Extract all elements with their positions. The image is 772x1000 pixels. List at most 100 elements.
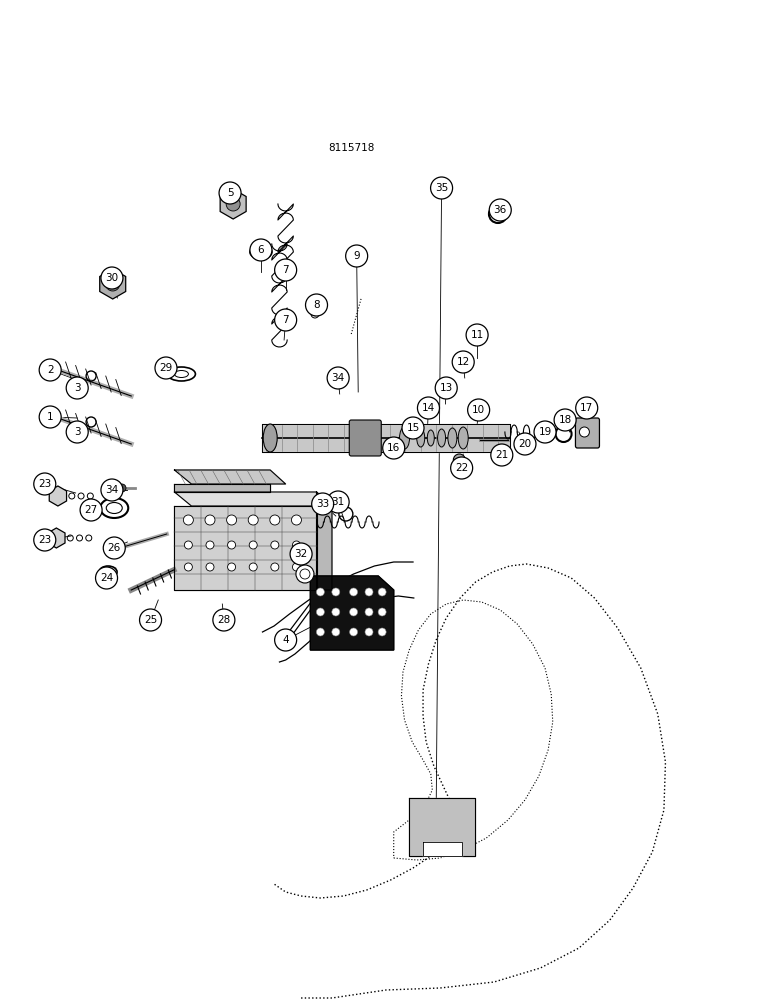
Text: 35: 35 (435, 183, 449, 193)
Polygon shape (174, 470, 286, 484)
Circle shape (249, 541, 257, 549)
FancyBboxPatch shape (575, 418, 599, 448)
Ellipse shape (438, 429, 445, 447)
Circle shape (350, 608, 357, 616)
Circle shape (270, 515, 279, 525)
Circle shape (101, 479, 123, 501)
Ellipse shape (427, 430, 435, 446)
Circle shape (184, 515, 193, 525)
Text: 19: 19 (538, 427, 552, 437)
Text: 3: 3 (74, 383, 80, 393)
Circle shape (335, 373, 344, 383)
Text: 9: 9 (354, 251, 360, 261)
Ellipse shape (255, 248, 267, 255)
Text: 33: 33 (316, 499, 330, 509)
Circle shape (402, 417, 424, 439)
Text: 13: 13 (439, 383, 453, 393)
Circle shape (346, 245, 367, 267)
Circle shape (140, 609, 161, 631)
Circle shape (332, 628, 340, 636)
Circle shape (249, 563, 257, 571)
Circle shape (296, 565, 314, 583)
Circle shape (80, 499, 102, 521)
Circle shape (468, 399, 489, 421)
Text: 8115718: 8115718 (328, 143, 374, 153)
Circle shape (206, 541, 214, 549)
Text: 3: 3 (74, 427, 80, 437)
Circle shape (576, 397, 598, 419)
Circle shape (293, 563, 300, 571)
Polygon shape (262, 424, 510, 452)
Polygon shape (174, 484, 270, 492)
Circle shape (226, 197, 240, 211)
Text: 30: 30 (105, 273, 119, 283)
Circle shape (514, 433, 536, 455)
Circle shape (290, 543, 312, 565)
Polygon shape (174, 492, 332, 506)
Circle shape (34, 473, 56, 495)
Ellipse shape (263, 424, 277, 452)
Circle shape (451, 457, 472, 479)
Polygon shape (409, 798, 475, 856)
Text: 4: 4 (283, 635, 289, 645)
Circle shape (327, 491, 349, 513)
Circle shape (491, 444, 513, 466)
Circle shape (101, 267, 123, 289)
Text: 32: 32 (294, 549, 308, 559)
Circle shape (275, 309, 296, 331)
Text: 29: 29 (159, 363, 173, 373)
Circle shape (228, 563, 235, 571)
Circle shape (205, 515, 215, 525)
Circle shape (452, 351, 474, 373)
Circle shape (227, 515, 236, 525)
Circle shape (489, 199, 511, 221)
Circle shape (106, 277, 120, 291)
Circle shape (431, 177, 452, 199)
Circle shape (317, 588, 324, 596)
Text: 5: 5 (227, 188, 233, 198)
Circle shape (554, 409, 576, 431)
Circle shape (332, 608, 340, 616)
Text: 8: 8 (313, 300, 320, 310)
Circle shape (383, 437, 405, 459)
Text: 26: 26 (107, 543, 121, 553)
Circle shape (365, 608, 373, 616)
Circle shape (213, 609, 235, 631)
Circle shape (312, 493, 334, 515)
Circle shape (310, 297, 320, 307)
Circle shape (466, 324, 488, 346)
Circle shape (103, 537, 125, 559)
Circle shape (453, 454, 466, 466)
Circle shape (435, 377, 457, 399)
Text: 22: 22 (455, 463, 469, 473)
Text: 14: 14 (422, 403, 435, 413)
Ellipse shape (417, 429, 425, 447)
Circle shape (275, 259, 296, 281)
Text: 12: 12 (456, 357, 470, 367)
Text: 2: 2 (47, 365, 53, 375)
Text: 31: 31 (331, 497, 345, 507)
Text: 27: 27 (84, 505, 98, 515)
Text: 28: 28 (217, 615, 231, 625)
Circle shape (534, 421, 556, 443)
Circle shape (350, 588, 357, 596)
Circle shape (317, 608, 324, 616)
Circle shape (249, 515, 258, 525)
Circle shape (327, 367, 349, 389)
Polygon shape (174, 506, 317, 590)
Text: 36: 36 (493, 205, 507, 215)
Circle shape (155, 357, 177, 379)
Polygon shape (423, 842, 462, 856)
Ellipse shape (400, 427, 409, 449)
Circle shape (34, 529, 56, 551)
Ellipse shape (541, 422, 555, 442)
Circle shape (66, 421, 88, 443)
Circle shape (378, 628, 386, 636)
Text: 24: 24 (100, 573, 113, 583)
Circle shape (206, 563, 214, 571)
Circle shape (292, 515, 301, 525)
Circle shape (332, 588, 340, 596)
Circle shape (306, 294, 327, 316)
Circle shape (228, 541, 235, 549)
Text: 34: 34 (331, 373, 345, 383)
